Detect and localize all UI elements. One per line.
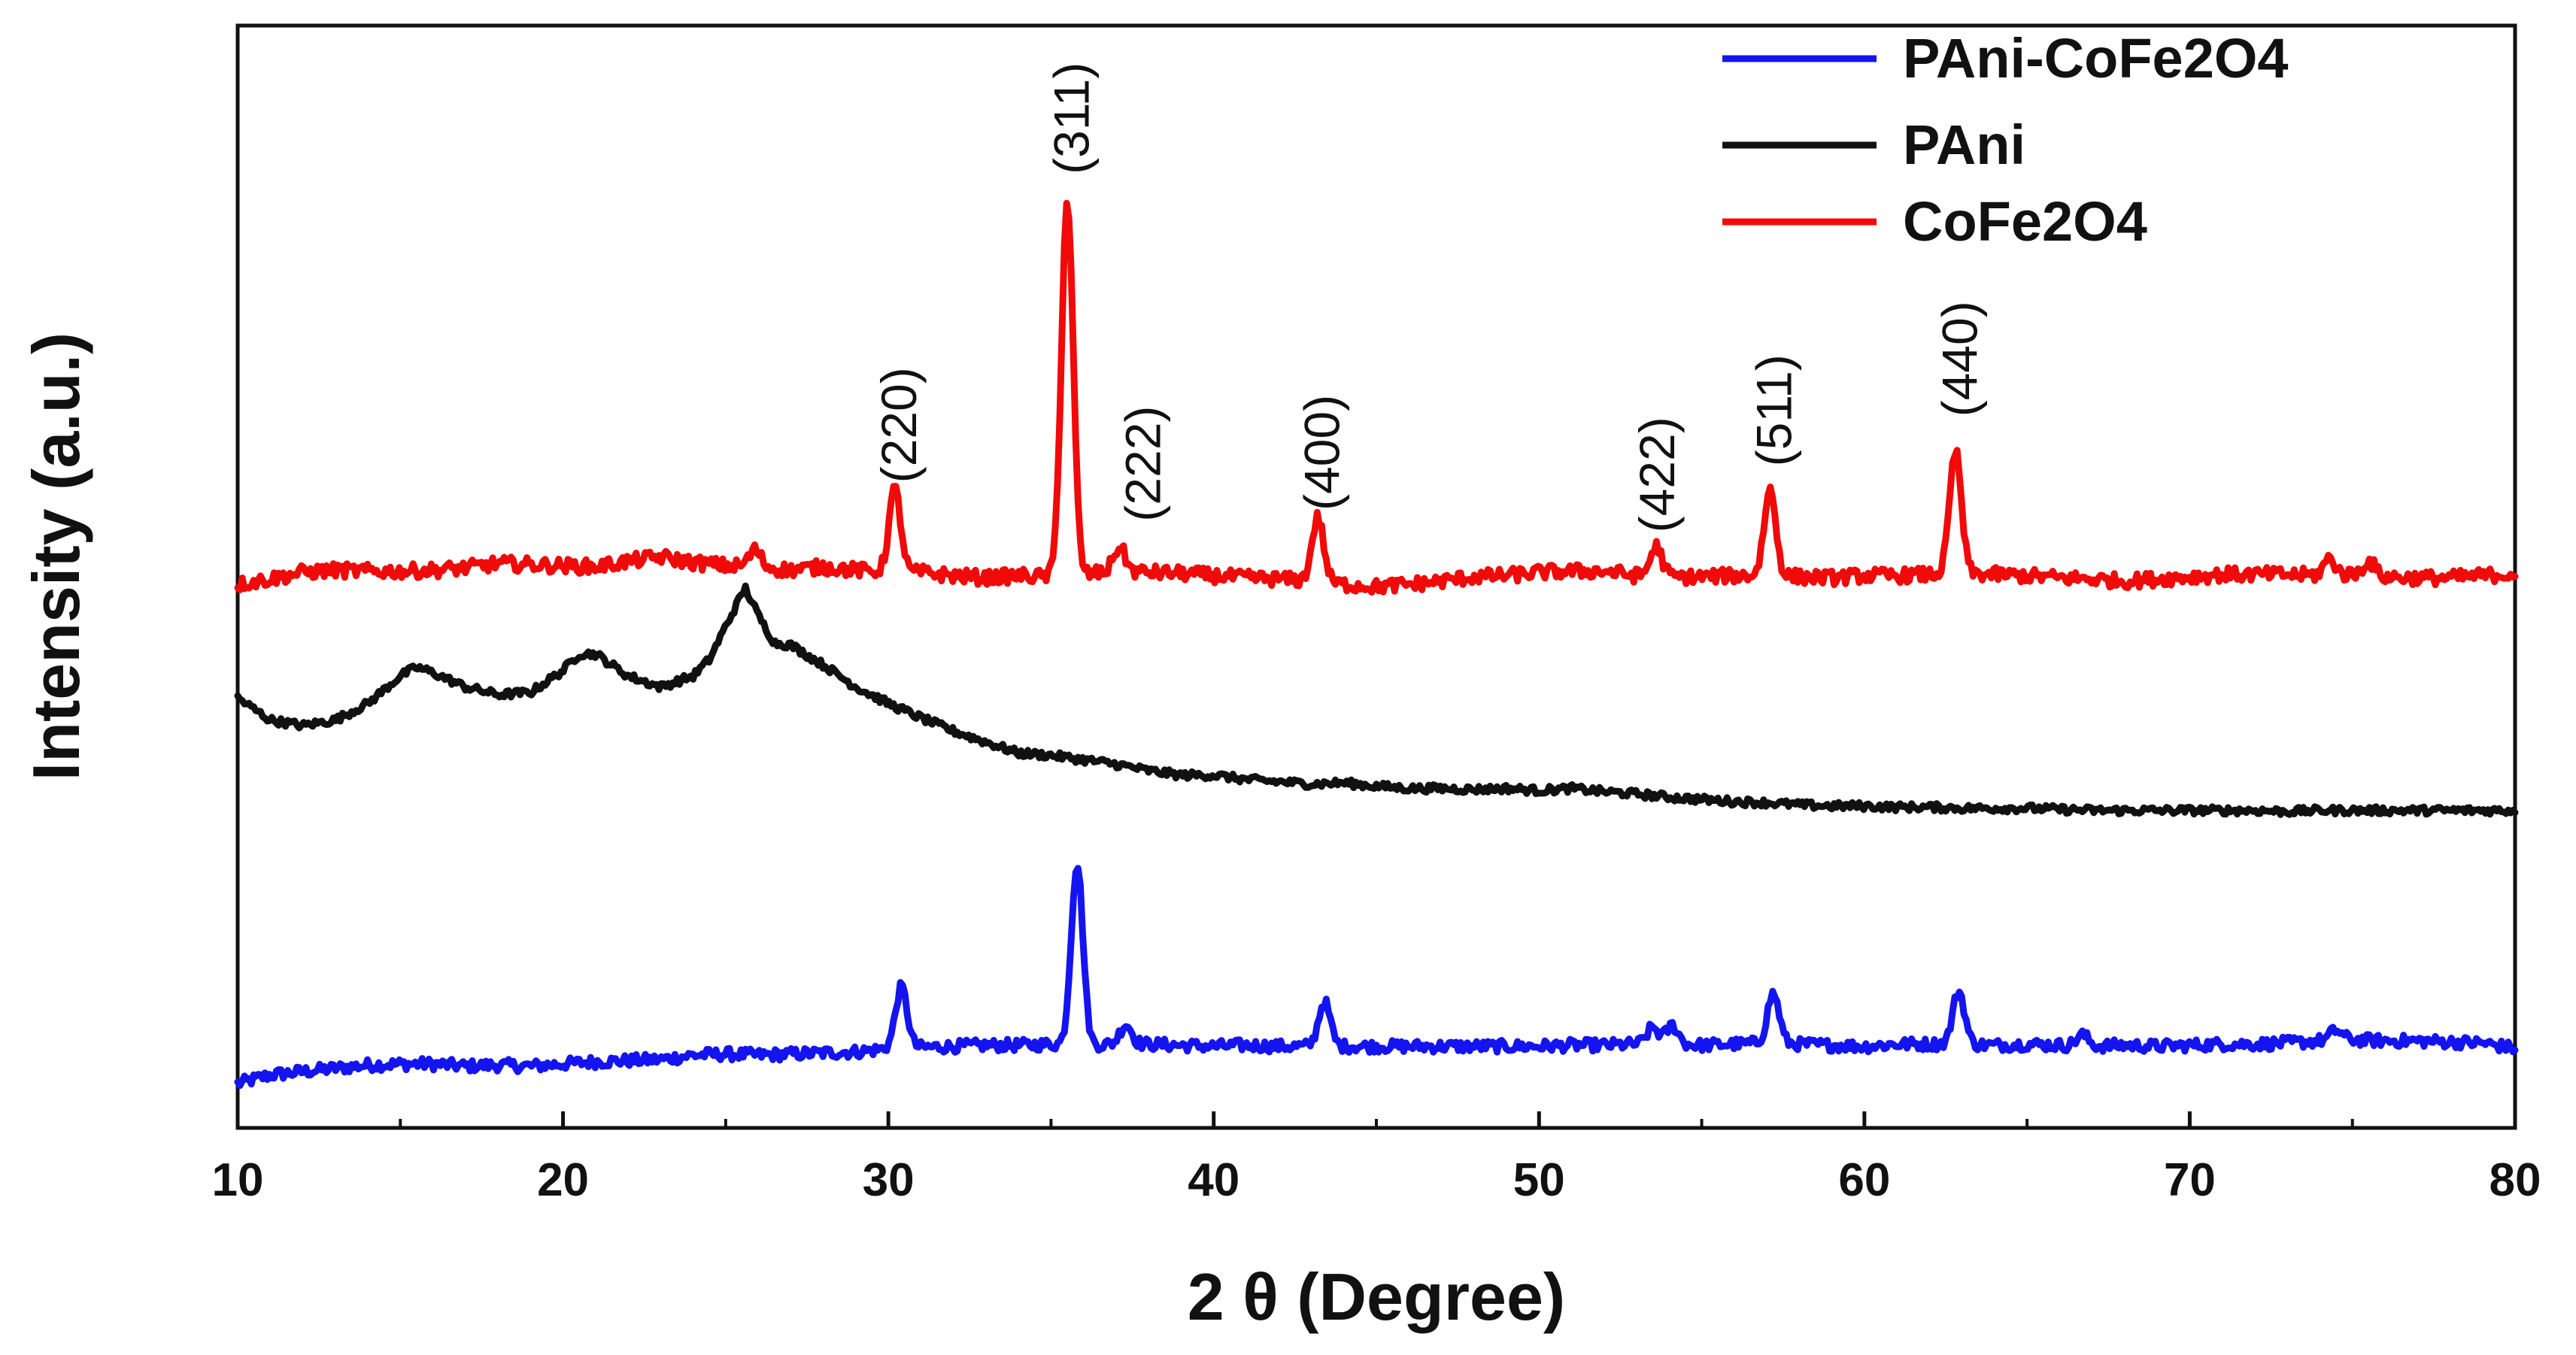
peak-annotations: (220) (311) (222) (400) (422) (511) (440) — [871, 62, 1987, 533]
peak-label-422: (422) — [1629, 417, 1685, 532]
x-tick-label-30: 30 — [863, 1154, 915, 1206]
x-axis-title: 2 θ (Degree) — [1188, 1260, 1565, 1334]
x-tick-label-50: 50 — [1513, 1154, 1565, 1206]
x-tick-label-60: 60 — [1838, 1154, 1890, 1206]
x-tick-label-70: 70 — [2164, 1154, 2216, 1206]
series-line-pani-cofe2o4 — [234, 865, 2519, 1090]
x-tick-label-80: 80 — [2490, 1154, 2541, 1206]
peak-label-440: (440) — [1931, 301, 1987, 417]
series-layer — [234, 199, 2519, 1090]
x-axis-ticks: 10 20 30 40 50 60 70 80 — [212, 1111, 2541, 1206]
peak-label-400: (400) — [1294, 395, 1350, 511]
x-tick-label-40: 40 — [1188, 1154, 1239, 1206]
legend: PAni-CoFe2O4 PAni CoFe2O4 — [1722, 27, 2289, 253]
x-tick-label-20: 20 — [537, 1154, 589, 1206]
legend-label-pani-cofe2o4: PAni-CoFe2O4 — [1903, 27, 2289, 89]
peak-label-220: (220) — [871, 367, 927, 483]
legend-label-pani: PAni — [1903, 114, 2025, 176]
peak-label-311: (311) — [1043, 62, 1099, 174]
peak-label-222: (222) — [1115, 406, 1171, 522]
y-axis-title: Intensity (a.u.) — [19, 332, 93, 781]
series-line-pani — [234, 582, 2519, 818]
x-tick-label-10: 10 — [212, 1154, 264, 1206]
series-line-cofe2o4 — [234, 199, 2519, 596]
legend-label-cofe2o4: CoFe2O4 — [1903, 190, 2147, 253]
peak-label-511: (511) — [1746, 354, 1802, 466]
